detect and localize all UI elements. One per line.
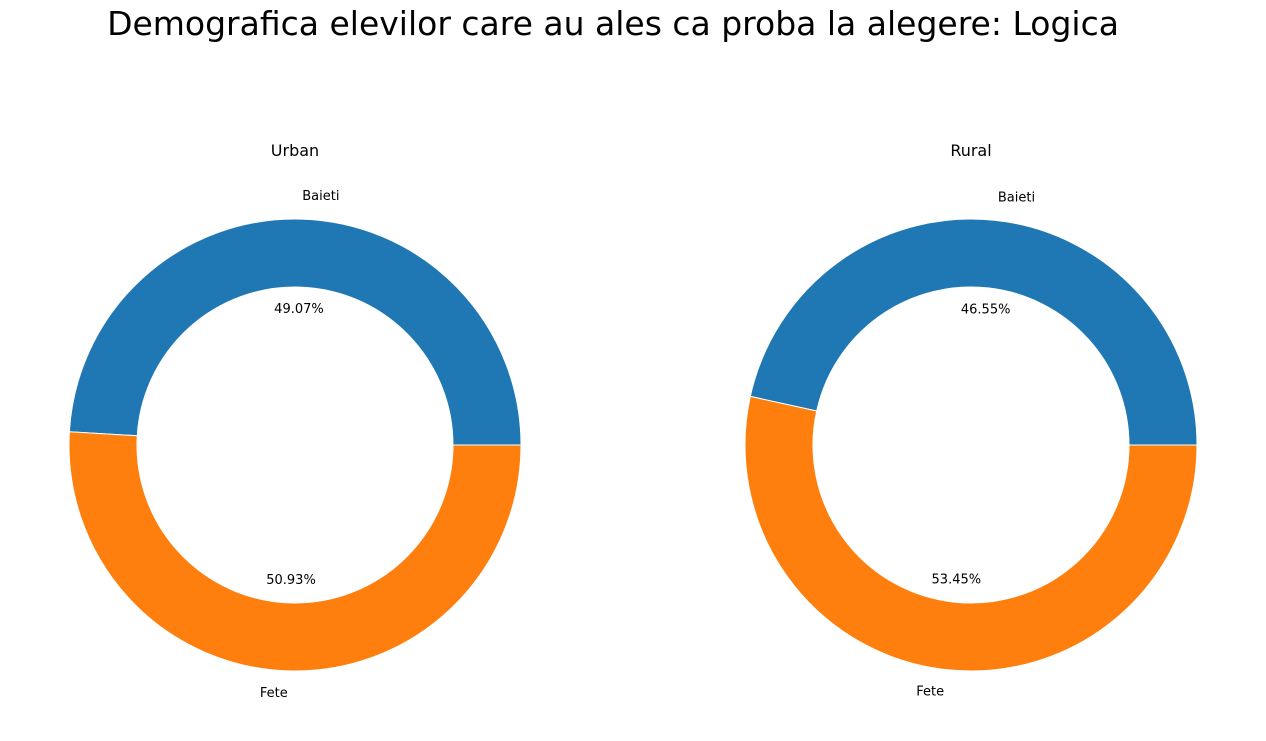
urban-percent-baieti: 49.07% bbox=[274, 302, 324, 317]
rural-chart-title: Rural bbox=[950, 141, 991, 160]
urban-chart-title: Urban bbox=[271, 141, 319, 160]
urban-slice-fete bbox=[68, 431, 522, 672]
rural-label-baieti: Baieti bbox=[998, 190, 1035, 205]
urban-label-baieti: Baieti bbox=[302, 189, 339, 204]
rural-slice-baieti bbox=[749, 218, 1198, 446]
rural-percent-fete: 53.45% bbox=[932, 572, 982, 587]
figure-title: Demografica elevilor care au ales ca pro… bbox=[107, 4, 1119, 43]
rural-slice-fete bbox=[744, 395, 1198, 672]
urban-label-fete: Fete bbox=[260, 686, 288, 701]
rural-percent-baieti: 46.55% bbox=[961, 303, 1011, 318]
urban-percent-fete: 50.93% bbox=[266, 573, 316, 588]
rural-donut: Rural 46.55% Baieti 53.45% Fete bbox=[744, 141, 1198, 700]
urban-donut: Urban 49.07% Baieti 50.93% Fete bbox=[68, 141, 522, 701]
urban-slice-baieti bbox=[68, 218, 522, 446]
rural-label-fete: Fete bbox=[916, 685, 944, 700]
